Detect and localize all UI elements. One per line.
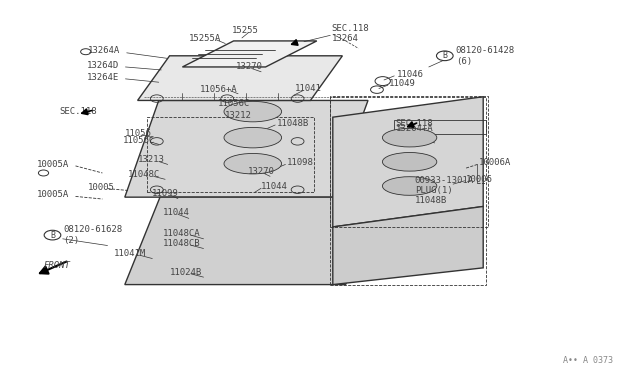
Ellipse shape xyxy=(224,102,282,122)
Text: B: B xyxy=(50,231,55,240)
Text: 11044: 11044 xyxy=(163,208,190,217)
Text: 11024B: 11024B xyxy=(170,268,202,277)
Text: 13270: 13270 xyxy=(248,167,275,176)
Text: 11056+A: 11056+A xyxy=(200,85,237,94)
Text: FRONT: FRONT xyxy=(44,262,70,270)
Text: 11041M: 11041M xyxy=(114,249,146,258)
Bar xyxy=(330,96,488,227)
Text: 13264+A: 13264+A xyxy=(396,124,433,133)
Polygon shape xyxy=(138,56,342,100)
Polygon shape xyxy=(333,97,483,227)
Text: 11048CA: 11048CA xyxy=(163,229,201,238)
Text: 13264E: 13264E xyxy=(86,73,118,81)
Bar xyxy=(330,97,486,285)
Text: 00933-1301A
PLUG(1)
11048B: 00933-1301A PLUG(1) 11048B xyxy=(415,176,474,205)
Text: 13264A: 13264A xyxy=(88,46,120,55)
Bar xyxy=(147,117,314,192)
Text: 10005A: 10005A xyxy=(37,160,69,169)
Ellipse shape xyxy=(383,128,437,147)
Ellipse shape xyxy=(383,153,437,171)
Ellipse shape xyxy=(383,177,437,195)
Text: A•• A 0373: A•• A 0373 xyxy=(563,356,613,365)
Text: 15255: 15255 xyxy=(232,26,259,35)
Text: 11044: 11044 xyxy=(261,182,288,191)
Text: 11046: 11046 xyxy=(397,70,424,79)
Text: 13212: 13212 xyxy=(225,111,252,120)
Text: SEC.118: SEC.118 xyxy=(59,107,97,116)
Ellipse shape xyxy=(224,128,282,148)
Text: 11048B: 11048B xyxy=(276,119,308,128)
Text: 11056: 11056 xyxy=(125,129,152,138)
Text: 11049: 11049 xyxy=(389,79,416,88)
Text: SEC.118
13264: SEC.118 13264 xyxy=(332,24,369,43)
Text: SEC.118: SEC.118 xyxy=(396,119,433,128)
Ellipse shape xyxy=(224,153,282,174)
Polygon shape xyxy=(182,41,317,67)
Text: 11056C: 11056C xyxy=(218,99,250,108)
Text: 10005A: 10005A xyxy=(37,190,69,199)
Text: 11099: 11099 xyxy=(152,189,179,198)
Text: 15255A: 15255A xyxy=(189,34,221,43)
Text: 13264D: 13264D xyxy=(86,61,118,70)
Text: 11056C: 11056C xyxy=(123,136,155,145)
Bar xyxy=(394,120,486,134)
Polygon shape xyxy=(125,100,368,197)
Text: 10006: 10006 xyxy=(466,175,493,184)
Polygon shape xyxy=(125,197,381,285)
Text: 08120-61428
(6): 08120-61428 (6) xyxy=(456,46,515,65)
Text: 10006A: 10006A xyxy=(479,158,511,167)
Polygon shape xyxy=(333,206,483,285)
Text: B: B xyxy=(442,51,447,60)
Text: 13213: 13213 xyxy=(138,155,164,164)
Text: 11048C: 11048C xyxy=(128,170,160,179)
Text: 10005: 10005 xyxy=(88,183,115,192)
Text: 11041: 11041 xyxy=(294,84,321,93)
Text: 11098: 11098 xyxy=(287,158,314,167)
Text: 11048CB: 11048CB xyxy=(163,239,201,248)
Text: 13270: 13270 xyxy=(236,62,262,71)
Text: 08120-61628
(2): 08120-61628 (2) xyxy=(63,225,122,245)
